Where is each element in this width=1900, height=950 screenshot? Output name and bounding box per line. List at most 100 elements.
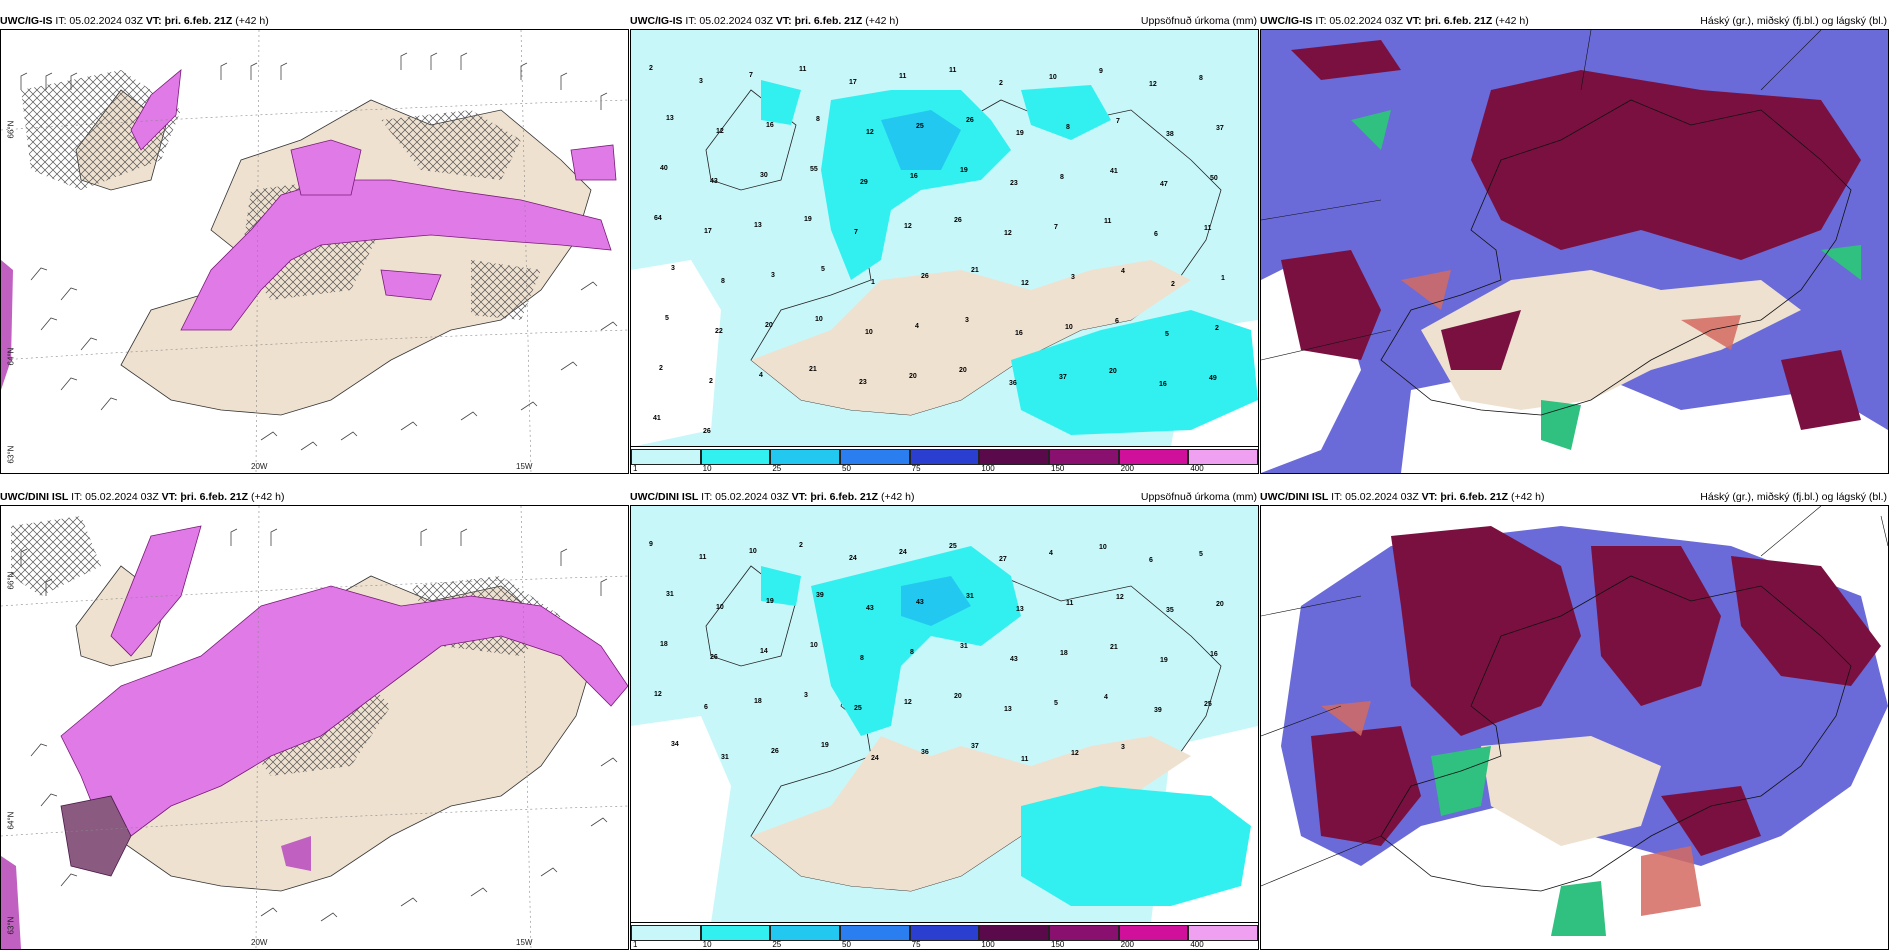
init-time: IT: 05.02.2024 03Z bbox=[1331, 491, 1419, 503]
colorbar-swatch bbox=[1118, 925, 1189, 941]
lon-label: 20W bbox=[251, 462, 268, 471]
precip-value-label: 11 bbox=[899, 73, 907, 80]
precip-value-label: 20 bbox=[1109, 368, 1117, 375]
precip-value-label: 37 bbox=[971, 743, 979, 750]
precip-value-label: 7 bbox=[854, 229, 858, 236]
precip-value-label: 37 bbox=[1216, 125, 1224, 132]
colorbar-swatch bbox=[770, 925, 840, 941]
precip-value-label: 1 bbox=[1221, 275, 1225, 282]
colorbar-tick-label: 75 bbox=[911, 464, 921, 473]
init-time: IT: 05.02.2024 03Z bbox=[1315, 15, 1403, 27]
colorbar-swatch bbox=[1118, 449, 1189, 465]
field-title: Uppsöfnuð úrkoma (mm) bbox=[1140, 491, 1257, 503]
colorbar-tick-label: 50 bbox=[842, 464, 851, 473]
precip-value-label: 17 bbox=[849, 79, 857, 86]
precip-value-label: 4 bbox=[1121, 268, 1125, 275]
precip-value-label: 18 bbox=[660, 641, 668, 648]
map-frame bbox=[1260, 29, 1889, 474]
colorbar-swatch bbox=[1188, 449, 1258, 465]
map-frame: 66°N 64°N 63°N 20W 15W bbox=[0, 505, 629, 950]
precip-value-label: 3 bbox=[1121, 744, 1125, 751]
precip-value-label: 16 bbox=[1210, 651, 1218, 658]
precip-value-label: 11 bbox=[1021, 756, 1029, 763]
wind-barbs bbox=[20, 52, 618, 451]
precip-value-label: 10 bbox=[1049, 74, 1057, 81]
lat-label: 64°N bbox=[6, 347, 16, 366]
precip-value-label: 3 bbox=[699, 78, 703, 85]
colorbar-tick-label: 150 bbox=[1051, 464, 1065, 473]
init-time: IT: 05.02.2024 03Z bbox=[71, 491, 159, 503]
precip-value-label: 21 bbox=[1110, 644, 1118, 651]
precip-value-label: 12 bbox=[1149, 81, 1157, 88]
wind-precip-type-map bbox=[1, 506, 628, 949]
precip-value-label: 8 bbox=[910, 649, 914, 656]
lon-label: 20W bbox=[251, 938, 268, 947]
precip-band-west bbox=[130, 69, 182, 151]
precip-value-label: 11 bbox=[949, 67, 957, 74]
precip-value-label: 3 bbox=[1071, 274, 1075, 281]
model-name: UWC/IG-IS bbox=[0, 15, 53, 27]
valid-time: þri. 6.feb. 21Z bbox=[1440, 491, 1509, 503]
valid-time-label: VT: bbox=[1421, 491, 1438, 503]
colorbar-tick-label: 100 bbox=[981, 940, 995, 949]
colorbar-swatch bbox=[1049, 925, 1119, 941]
cloud-cover-map bbox=[1261, 506, 1888, 949]
precip-value-label: 19 bbox=[804, 216, 812, 223]
precip-value-label: 8 bbox=[1199, 75, 1203, 82]
colorbar-swatch bbox=[700, 449, 771, 465]
precip-value-label: 30 bbox=[760, 172, 768, 179]
precip-value-label: 4 bbox=[1104, 694, 1108, 701]
init-time: IT: 05.02.2024 03Z bbox=[55, 15, 143, 27]
precip-value-label: 7 bbox=[1116, 118, 1120, 125]
precip-value-label: 31 bbox=[966, 593, 974, 600]
valid-time: þri. 6.feb. 21Z bbox=[164, 15, 233, 27]
precip-value-label: 13 bbox=[754, 222, 762, 229]
precip-value-label: 5 bbox=[1054, 700, 1058, 707]
precip-value-label: 22 bbox=[715, 328, 723, 335]
lead-time: (+42 h) bbox=[250, 491, 285, 503]
colorbar-swatch bbox=[909, 449, 980, 465]
precip-value-label: 21 bbox=[809, 366, 817, 373]
precip-value-label: 20 bbox=[765, 322, 773, 329]
valid-time: þri. 6.feb. 21Z bbox=[810, 491, 879, 503]
lat-label: 63°N bbox=[6, 445, 16, 464]
wind-precip-type-map bbox=[1, 30, 628, 473]
model-name: UWC/DINI ISL bbox=[630, 491, 699, 503]
panel-dini-clouds: UWC/DINI ISL IT: 05.02.2024 03Z VT: þri.… bbox=[1260, 490, 1889, 950]
precip-value-label: 39 bbox=[1154, 707, 1162, 714]
precip-value-label: 16 bbox=[766, 122, 774, 129]
precip-value-label: 8 bbox=[1066, 124, 1070, 131]
panel-dini-wind: UWC/DINI ISL IT: 05.02.2024 03Z VT: þri.… bbox=[0, 490, 629, 950]
precip-value-label: 20 bbox=[1216, 601, 1224, 608]
precip-value-label: 12 bbox=[1116, 594, 1124, 601]
precip-value-label: 5 bbox=[1165, 331, 1169, 338]
lat-label: 64°N bbox=[6, 811, 16, 830]
precip-value-label: 19 bbox=[960, 167, 968, 174]
precip-value-label: 16 bbox=[1159, 381, 1167, 388]
precip-value-label: 18 bbox=[754, 698, 762, 705]
precip-value-label: 11 bbox=[1204, 225, 1212, 232]
lat-label: 63°N bbox=[6, 916, 16, 935]
precip-value-label: 10 bbox=[810, 642, 818, 649]
precip-value-label: 12 bbox=[654, 691, 662, 698]
lon-label: 15W bbox=[516, 938, 533, 947]
precip-map: 9111022424252741065311019394343311311123… bbox=[631, 506, 1258, 923]
valid-time: þri. 6.feb. 21Z bbox=[180, 491, 249, 503]
precip-value-label: 24 bbox=[849, 555, 857, 562]
field-title: Háský (gr.), miðský (fj.bl.) og lágský (… bbox=[1700, 15, 1887, 27]
precip-value-label: 19 bbox=[766, 598, 774, 605]
precip-value-label: 36 bbox=[921, 749, 929, 756]
precip-map: 2371117111121091281312168122526198738374… bbox=[631, 30, 1258, 447]
map-frame: 2 3 7 11 17 11 11 2 10 9 12 8 13 12 16 8 12 25 26 19 8 7 38 37 4… bbox=[630, 29, 1259, 474]
precip-value-label: 43 bbox=[916, 599, 924, 606]
precip-value-label: 11 bbox=[1066, 600, 1074, 607]
precip-value-label: 25 bbox=[949, 543, 957, 550]
panel-dini-precip: UWC/DINI ISL IT: 05.02.2024 03Z VT: þri.… bbox=[630, 490, 1259, 950]
lead-time: (+42 h) bbox=[1495, 15, 1529, 27]
precip-value-label: 50 bbox=[1210, 175, 1218, 182]
precip-colorbar: 1 10 25 50 75 100 150 200 400 bbox=[631, 922, 1258, 949]
colorbar-tick-label: 50 bbox=[842, 940, 851, 949]
precip-value-label: 10 bbox=[815, 316, 823, 323]
precip-value-label: 19 bbox=[1160, 657, 1168, 664]
precip-value-label: 11 bbox=[699, 554, 707, 561]
